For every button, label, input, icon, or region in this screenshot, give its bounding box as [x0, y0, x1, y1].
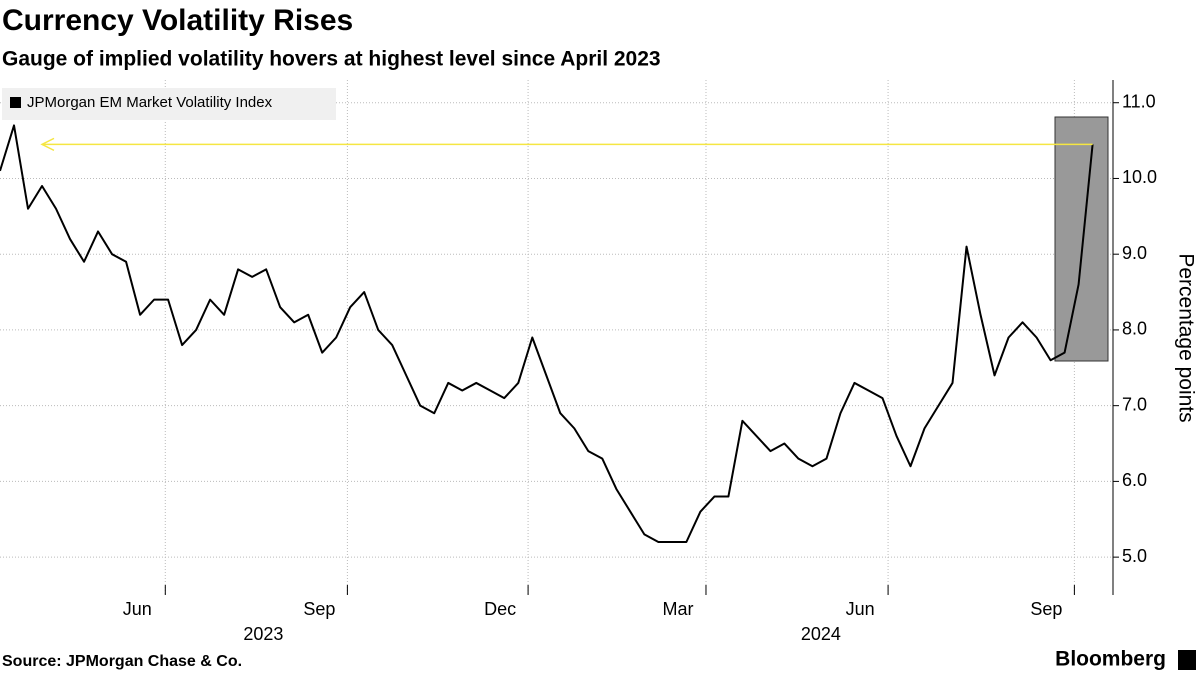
legend-swatch	[10, 97, 21, 108]
x-tick-label: Jun	[123, 599, 152, 619]
y-tick-label: 6.0	[1122, 470, 1147, 490]
source: Source: JPMorgan Chase & Co.	[2, 653, 242, 670]
x-year-label: 2023	[243, 624, 283, 644]
legend	[2, 88, 336, 120]
brand: Bloomberg	[1055, 648, 1166, 671]
y-tick-label: 7.0	[1122, 394, 1147, 414]
y-tick-label: 10.0	[1122, 167, 1157, 187]
data-line	[0, 124, 1094, 543]
y-axis-title: Percentage points	[1174, 253, 1197, 422]
legend-label: JPMorgan EM Market Volatility Index	[27, 94, 273, 111]
x-tick-label: Jun	[846, 599, 875, 619]
x-tick-label: Dec	[484, 599, 516, 619]
highlight-box	[1054, 116, 1109, 362]
y-tick-label: 8.0	[1122, 319, 1147, 339]
annotation-arrowhead	[40, 137, 55, 152]
x-year-label: 2024	[801, 624, 841, 644]
y-tick-label: 11.0	[1122, 91, 1156, 111]
brand-icon	[1178, 650, 1196, 670]
x-tick-label: Sep	[303, 599, 335, 619]
chart-subtitle: Gauge of implied volatility hovers at hi…	[2, 48, 661, 71]
chart-title: Currency Volatility Rises	[2, 4, 353, 37]
x-tick-label: Sep	[1030, 599, 1062, 619]
y-tick-label: 5.0	[1122, 546, 1147, 566]
y-tick-label: 9.0	[1122, 243, 1147, 263]
x-tick-label: Mar	[662, 599, 693, 619]
